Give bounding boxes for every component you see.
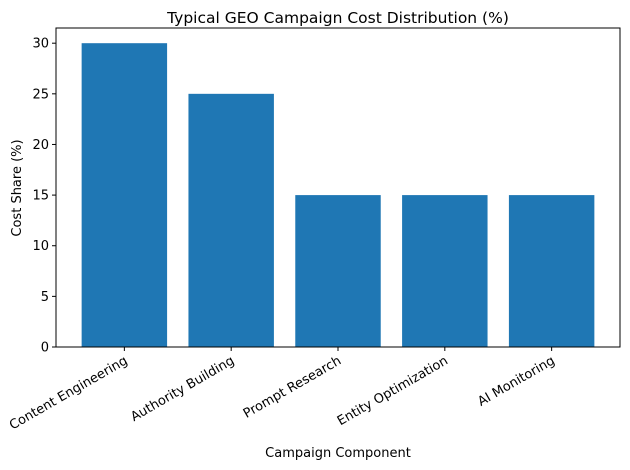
bar-0 xyxy=(81,43,168,347)
y-tick-label: 5 xyxy=(41,290,49,305)
x-tick-label: Authority Building xyxy=(128,353,237,425)
x-tick-label: Content Engineering xyxy=(7,353,130,433)
y-tick-label: 10 xyxy=(32,239,49,254)
bar-1 xyxy=(188,93,274,347)
bar-4 xyxy=(508,195,595,347)
y-tick-label: 0 xyxy=(41,341,49,356)
y-tick-label: 15 xyxy=(32,189,49,204)
bars-group xyxy=(81,43,595,347)
plot-frame xyxy=(55,27,621,348)
x-tick-label: AI Monitoring xyxy=(475,353,557,409)
x-axis-label: Campaign Component xyxy=(265,446,411,461)
bar-3 xyxy=(402,195,488,347)
x-tick-label: Prompt Research xyxy=(241,353,344,421)
y-tick-label: 25 xyxy=(32,87,49,102)
y-axis-label: Cost Share (%) xyxy=(10,139,25,236)
bar-2 xyxy=(295,195,381,347)
y-axis: 0 5 10 15 20 25 30 xyxy=(32,37,56,356)
chart-title: Typical GEO Campaign Cost Distribution (… xyxy=(166,9,509,27)
x-tick-label: Entity Optimization xyxy=(335,353,451,429)
y-tick-label: 30 xyxy=(32,37,49,52)
y-tick-label: 20 xyxy=(32,138,49,153)
